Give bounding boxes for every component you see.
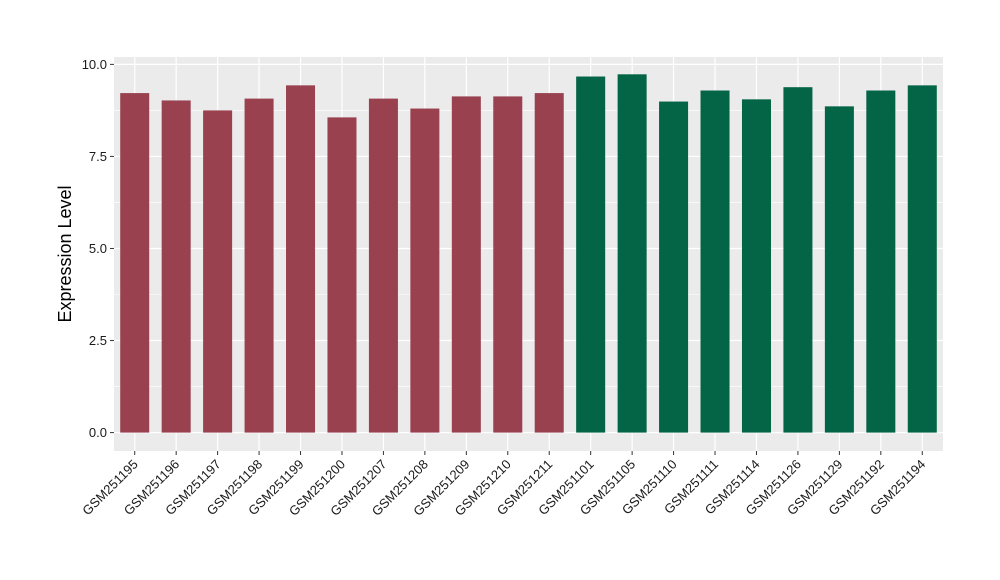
bars [120, 74, 937, 433]
bar-GSM251197 [203, 110, 233, 433]
bar-GSM251110 [659, 101, 689, 433]
x-axis: GSM251195GSM251196GSM251197GSM251198GSM2… [79, 451, 928, 519]
y-tick-label: 0.0 [89, 425, 107, 440]
bar-GSM251195 [120, 93, 150, 433]
y-tick-label: 5.0 [89, 241, 107, 256]
bar-GSM251192 [866, 90, 896, 433]
bar-GSM251194 [907, 85, 937, 433]
bar-GSM251200 [327, 117, 357, 433]
bar-GSM251114 [741, 99, 771, 433]
bar-GSM251129 [824, 106, 854, 433]
bar-GSM251208 [410, 108, 440, 433]
plot-panel [114, 57, 943, 451]
y-tick-label: 10.0 [82, 57, 107, 72]
bar-GSM251198 [244, 98, 274, 433]
bar-GSM251211 [534, 93, 564, 433]
y-axis: 0.0 2.5 5.0 7.5 10.0 [82, 57, 114, 440]
bar-GSM251196 [161, 100, 191, 433]
y-axis-title: Expression Level [55, 185, 75, 322]
y-tick-label: 2.5 [89, 333, 107, 348]
bar-GSM251210 [493, 96, 523, 433]
bar-GSM251101 [576, 76, 606, 433]
bar-GSM251111 [700, 90, 730, 433]
bar-GSM251105 [617, 74, 647, 433]
bar-GSM251207 [368, 98, 398, 433]
bar-GSM251209 [451, 96, 481, 433]
bar-GSM251126 [783, 87, 813, 433]
y-tick-label: 7.5 [89, 149, 107, 164]
bar-GSM251199 [286, 85, 316, 433]
